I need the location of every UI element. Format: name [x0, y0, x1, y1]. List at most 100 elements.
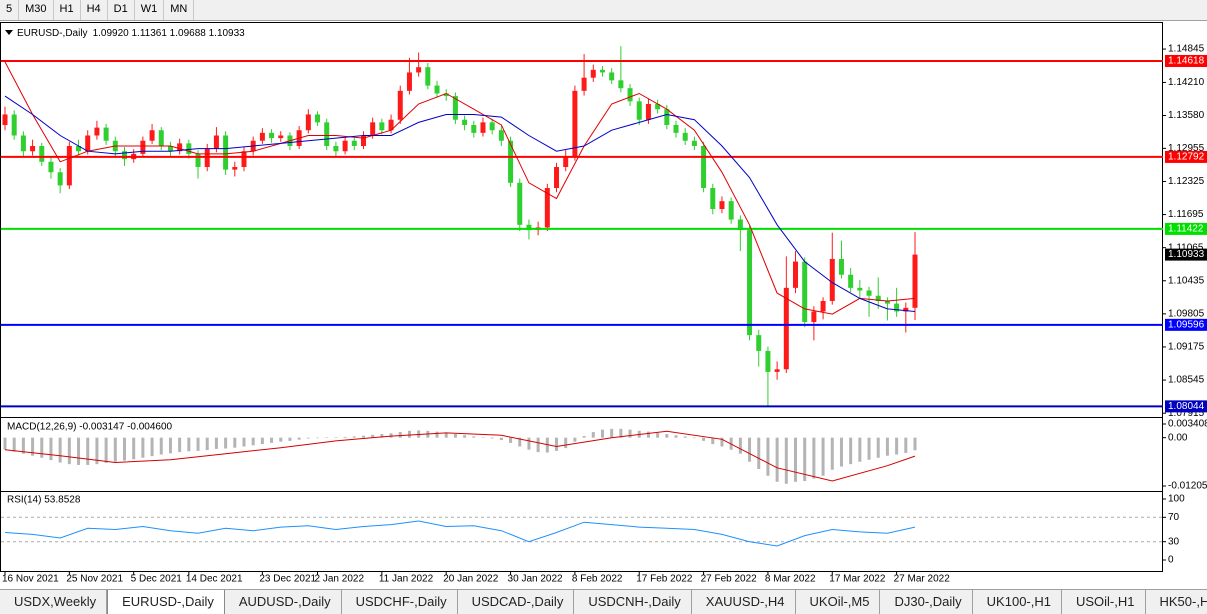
macd-bar [711, 438, 714, 444]
candle-body [582, 78, 587, 91]
macd-bar [59, 438, 62, 463]
chart-tab[interactable]: USDCHF-,Daily [342, 590, 458, 614]
macd-bar [491, 438, 494, 439]
macd-bar [4, 438, 7, 450]
candle-body [398, 91, 403, 120]
candle-body [462, 120, 467, 125]
candle-body [490, 122, 495, 130]
macd-bar [739, 438, 742, 454]
candle-body [260, 133, 265, 141]
chart-tab[interactable]: DJ30-,Daily [880, 590, 972, 614]
chart-tab[interactable]: USDCNH-,Daily [574, 590, 691, 614]
macd-bar [399, 432, 402, 438]
x-tick-label: 14 Dec 2021 [186, 574, 243, 585]
macd-bar [224, 438, 227, 449]
chart-frame [1, 23, 1163, 572]
candle-body [58, 172, 63, 185]
macd-bar [914, 438, 917, 451]
current-price-label: 1.10933 [1168, 249, 1205, 260]
candle-body [674, 125, 679, 133]
rsi-title: RSI(14) 53.8528 [7, 495, 81, 506]
chart-tab[interactable]: USDCAD-,Daily [458, 590, 575, 614]
candle-body [324, 122, 329, 146]
macd-bar [895, 438, 898, 455]
macd-bar [105, 438, 108, 463]
macd-bar [77, 438, 80, 465]
chart-tab[interactable]: UK100-,H1 [973, 590, 1062, 614]
candle-body [784, 288, 789, 369]
candle-body [94, 128, 99, 136]
macd-bar [684, 436, 687, 437]
candle-body [839, 259, 844, 275]
timeframe-button[interactable]: MN [164, 0, 194, 20]
candle-body [480, 122, 485, 133]
candle-body [343, 141, 348, 152]
timeframe-button[interactable]: M30 [19, 0, 53, 20]
x-tick-label: 5 Dec 2021 [131, 574, 183, 585]
macd-bar [316, 438, 319, 439]
macd-bar [187, 438, 190, 452]
y-tick-label: 1.11695 [1168, 209, 1204, 220]
macd-bar [123, 438, 126, 461]
macd-bar [794, 438, 797, 482]
macd-bar [141, 438, 144, 458]
chart-tab[interactable]: EURUSD-,Daily [107, 590, 225, 614]
candle-body [729, 201, 734, 219]
timeframe-button[interactable]: 5 [0, 0, 19, 20]
chart-tab[interactable]: AUDUSD-,Daily [225, 590, 342, 614]
y-tick-label: 1.13580 [1168, 110, 1205, 121]
macd-bar [555, 438, 558, 451]
macd-bar [564, 438, 567, 448]
chart-tab[interactable]: USOil-,H1 [1062, 590, 1146, 614]
macd-bar [693, 438, 696, 439]
timeframe-button[interactable]: W1 [135, 0, 165, 20]
candle-body [407, 72, 412, 90]
macd-bar [573, 438, 576, 442]
candle-body [913, 255, 918, 308]
candle-body [554, 167, 559, 188]
macd-bar [757, 438, 760, 469]
chart-tab[interactable]: HK50-,H1 [1146, 590, 1207, 614]
macd-bar [261, 438, 264, 444]
macd-bar [481, 437, 484, 438]
candle-body [30, 146, 35, 151]
macd-bar [665, 434, 668, 438]
candle-body [21, 135, 26, 151]
timeframe-button[interactable]: D1 [108, 0, 135, 20]
candle-body [232, 167, 237, 170]
macd-bar [334, 437, 337, 438]
chart-tab[interactable]: UKOil-,M5 [796, 590, 881, 614]
macd-bar [344, 437, 347, 438]
macd-bar [868, 438, 871, 460]
chart-tab[interactable]: USDX,Weekly [0, 590, 107, 614]
candle-body [600, 70, 605, 73]
macd-bar [151, 438, 154, 456]
y-tick-label: 0.00 [1168, 432, 1188, 443]
x-tick-label: 20 Jan 2022 [443, 574, 498, 585]
chart-tab[interactable]: XAUUSD-,H4 [692, 590, 796, 614]
candle-body [591, 70, 596, 78]
macd-bar [325, 437, 328, 438]
macd-bar [583, 436, 586, 438]
macd-bar [463, 435, 466, 437]
candle-body [186, 143, 191, 154]
timeframe-button[interactable]: H4 [81, 0, 108, 20]
level-label: 1.08044 [1168, 401, 1205, 412]
level-label: 1.14618 [1168, 56, 1205, 67]
macd-bar [766, 438, 769, 476]
candle-body [747, 230, 752, 335]
candle-body [361, 135, 366, 146]
y-tick-label: 100 [1168, 494, 1185, 505]
macd-bar [592, 432, 595, 438]
candle-body [352, 141, 357, 146]
macd-bar [252, 438, 255, 446]
candle-body [471, 125, 476, 133]
candle-body [12, 114, 17, 135]
candle-body [765, 351, 770, 372]
candle-body [140, 141, 145, 154]
macd-bar [408, 431, 411, 438]
timeframe-button[interactable]: H1 [54, 0, 81, 20]
